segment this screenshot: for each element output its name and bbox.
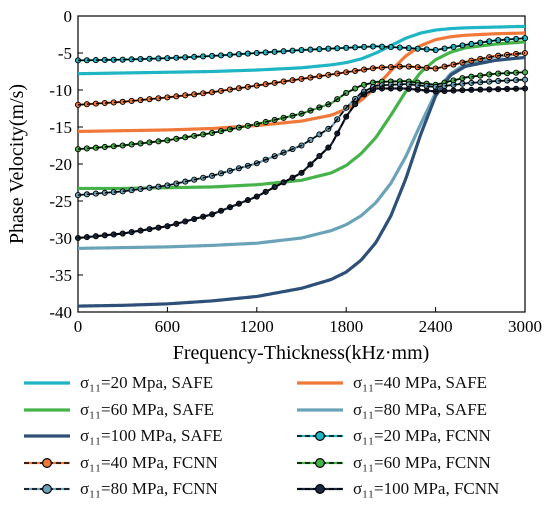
legend-label: σ₁₁=80 MPa, SAFE [353,399,488,419]
legend-item: σ₁₁=20 MPa, FCNN [295,425,491,447]
fcnn-marker [521,76,529,83]
fcnn-dash [77,71,526,150]
safe-line [77,31,526,134]
legend-item: σ₁₁=100 MPa, FCNN [295,478,499,500]
fcnn-dash [77,78,526,196]
safe-line [77,51,526,250]
legend-item: σ₁₁=60 MPa, SAFE [22,399,214,421]
y-tick-label: -25 [49,192,72,211]
series-2 [77,31,526,134]
legend-label: σ₁₁=20 Mpa, SAFE [80,373,214,392]
y-tick-label: -20 [49,155,72,174]
series-5 [77,55,526,308]
x-axis-ticks: 0 600 1200 1800 2400 3000 [74,307,542,336]
legend-swatch [24,434,70,438]
legend-swatch [24,457,70,468]
legend-swatch [24,381,70,385]
legend-label: σ₁₁=60 MPa, SAFE [80,399,215,419]
fcnn-marker [271,184,278,191]
x-tick-label: 1200 [240,317,274,336]
legend-swatch [24,483,70,495]
legend-item: σ₁₁=80 MPa, SAFE [295,399,487,421]
x-tick-label: 3000 [508,317,542,336]
legend-swatch-marker [42,483,53,495]
series-6 [74,35,529,64]
series-4 [77,51,526,250]
y-tick-label: -40 [49,303,72,322]
phase-velocity-chart: 0 600 1200 1800 2400 3000 0 -5 -10 -15 -20 -25 -30 -… [6,7,542,364]
legend-label: σ₁₁=100 MPa, SAFE [80,426,223,445]
fcnn-dash [77,52,526,106]
series-8 [74,69,529,153]
legend-item: σ₁₁=80 MPa, FCNN [22,478,218,500]
x-tick-label: 1800 [329,317,363,336]
fcnn-line [77,78,526,197]
legend-label: σ₁₁=40 MPa, FCNN [80,452,218,472]
x-axis-label: Frequency-Thickness(kHz·mm) [173,342,430,364]
legend-item: σ₁₁=40 MPa, FCNN [22,452,218,474]
legend-label: σ₁₁=80 MPa, FCNN [80,479,218,498]
series-1 [77,24,526,76]
fcnn-marker [521,69,529,76]
y-tick-label: -5 [58,44,72,63]
y-tick-label: 0 [64,7,73,26]
legend-swatch-marker [42,457,53,468]
legend-swatch [24,407,70,412]
legend-item: σ₁₁=20 Mpa, SAFE [22,372,213,394]
x-tick-label: 2400 [419,317,453,336]
fcnn-dash [77,37,526,62]
safe-line [77,24,526,76]
series-7 [74,49,529,108]
legend-label: σ₁₁=20 MPa, FCNN [353,426,491,445]
legend-item: σ₁₁=40 MPa, SAFE [295,372,487,394]
y-axis-ticks: 0 -5 -10 -15 -20 -25 -30 -35 -40 [49,7,83,322]
safe-line [77,55,526,308]
legend-swatch [297,381,343,385]
series-layer [74,24,529,308]
legend-swatch [297,407,343,412]
fcnn-dash [77,87,526,239]
legend-swatch-marker [315,483,326,495]
y-tick-label: -30 [49,229,72,248]
legend-item: σ₁₁=100 MPa, SAFE [22,425,223,447]
series-10 [74,85,529,242]
legend-swatch [297,457,343,468]
legend-swatch [297,483,343,495]
legend-label: σ₁₁=40 MPa, SAFE [353,373,488,392]
legend-label: σ₁₁=100 MPa, FCNN [353,479,500,498]
fcnn-marker [280,179,287,186]
x-tick-label: 0 [74,317,83,336]
series-9 [74,76,529,199]
legend-swatch-marker [315,430,326,442]
y-axis-label: Phase Velocity(m/s) [6,84,28,244]
y-tick-label: -35 [49,266,72,285]
plot-frame [77,15,526,313]
legend-label: σ₁₁=60 MPa, FCNN [353,452,491,472]
y-tick-label: -10 [49,81,72,100]
legend-swatch-marker [315,457,326,468]
y-tick-label: -15 [49,118,72,137]
x-tick-label: 600 [155,317,181,336]
legend-swatch [297,430,343,442]
legend-item: σ₁₁=60 MPa, FCNN [295,452,491,474]
fcnn-marker [352,85,359,92]
